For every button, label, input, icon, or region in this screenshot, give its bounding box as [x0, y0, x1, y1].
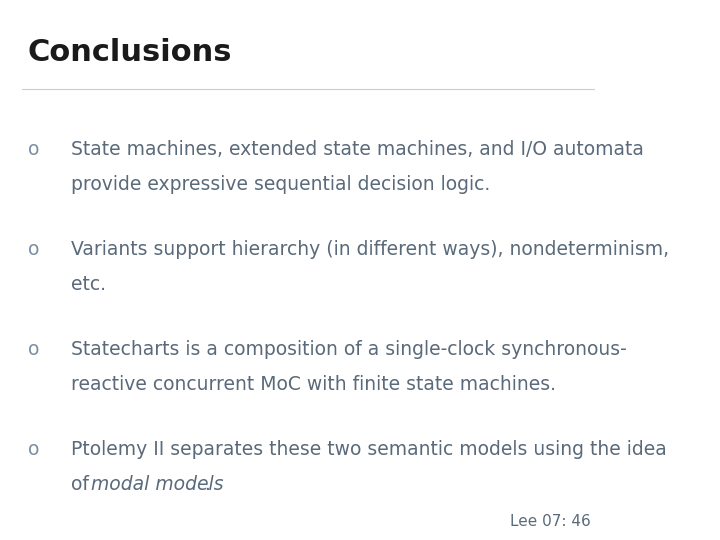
Text: .: .: [204, 475, 210, 494]
Text: Variants support hierarchy (in different ways), nondeterminism,: Variants support hierarchy (in different…: [71, 240, 669, 259]
Text: Lee 07: 46: Lee 07: 46: [510, 514, 591, 529]
Text: o: o: [27, 140, 39, 159]
Text: o: o: [27, 240, 39, 259]
Text: provide expressive sequential decision logic.: provide expressive sequential decision l…: [71, 176, 490, 194]
Text: o: o: [27, 440, 39, 459]
Text: of: of: [71, 475, 95, 494]
Text: modal models: modal models: [91, 475, 224, 494]
Text: etc.: etc.: [71, 275, 106, 294]
Text: reactive concurrent MoC with finite state machines.: reactive concurrent MoC with finite stat…: [71, 375, 556, 394]
Text: State machines, extended state machines, and I/O automata: State machines, extended state machines,…: [71, 140, 644, 159]
Text: Conclusions: Conclusions: [27, 38, 233, 67]
Text: Statecharts is a composition of a single-clock synchronous-: Statecharts is a composition of a single…: [71, 340, 626, 359]
Text: Ptolemy II separates these two semantic models using the idea: Ptolemy II separates these two semantic …: [71, 440, 667, 459]
Text: o: o: [27, 340, 39, 359]
